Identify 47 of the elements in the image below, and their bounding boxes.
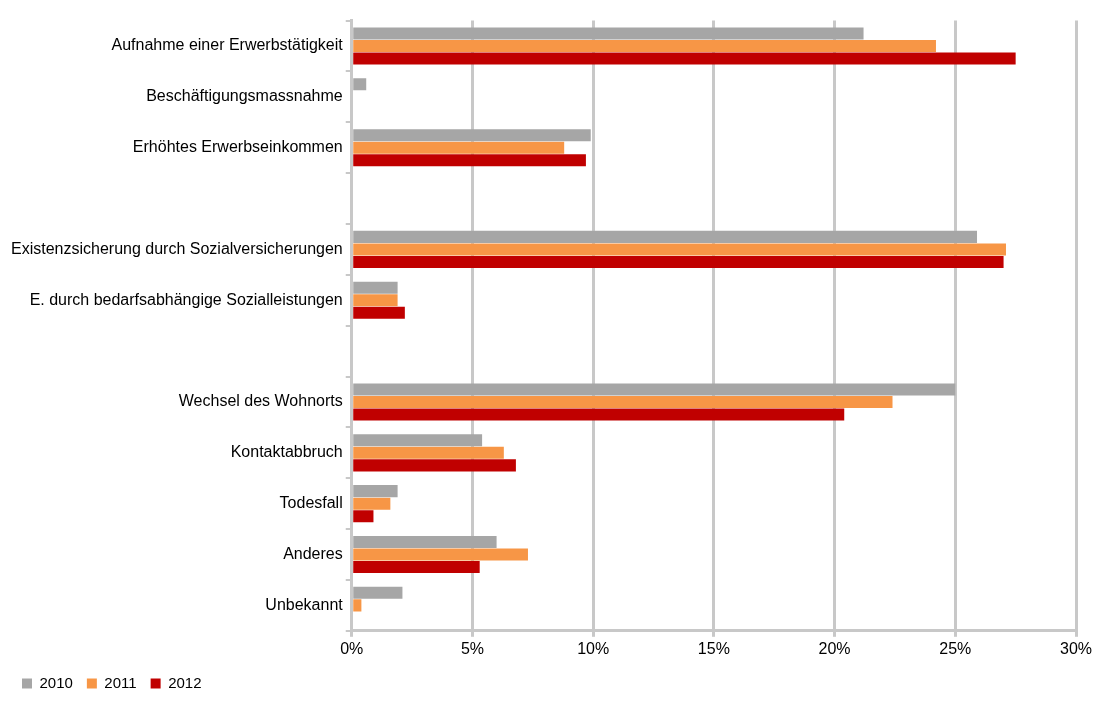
y-tick-label: Erhöhtes Erwerbseinkommen bbox=[132, 138, 343, 156]
y-tick-label: E. durch bedarfsabhängige Sozialleistungen bbox=[29, 290, 343, 308]
bar bbox=[353, 281, 398, 294]
y-tick-label: Wechsel des Wohnorts bbox=[178, 392, 343, 410]
bar bbox=[353, 154, 586, 167]
y-tick-label: Beschäftigungsmassnahme bbox=[146, 87, 343, 105]
bar bbox=[353, 510, 374, 523]
bar bbox=[353, 383, 956, 396]
bar bbox=[353, 230, 978, 243]
x-tick-label: 25% bbox=[939, 639, 972, 657]
bar bbox=[353, 40, 936, 53]
y-tick-label: Kontaktabbruch bbox=[230, 443, 343, 461]
bar bbox=[353, 535, 497, 548]
bar bbox=[353, 243, 1006, 256]
x-tick-label: 30% bbox=[1059, 639, 1093, 657]
x-tick-label: 10% bbox=[577, 639, 610, 657]
bar bbox=[353, 586, 403, 599]
legend-label: 2010 bbox=[39, 673, 73, 691]
x-tick-label: 5% bbox=[460, 639, 485, 657]
y-tick-label: Unbekannt bbox=[265, 595, 344, 613]
bar bbox=[353, 78, 367, 91]
bar bbox=[353, 255, 1004, 268]
bar bbox=[353, 52, 1016, 65]
bar bbox=[353, 497, 391, 510]
bar bbox=[353, 446, 504, 459]
legend-label: 2011 bbox=[104, 673, 137, 691]
y-tick-label: Aufnahme einer Erwerbstätigkeit bbox=[111, 36, 344, 54]
bar bbox=[353, 434, 483, 447]
bar bbox=[353, 27, 864, 40]
bar bbox=[353, 485, 398, 498]
x-tick-label: 20% bbox=[818, 639, 851, 657]
bar bbox=[353, 408, 845, 421]
bar bbox=[353, 294, 398, 307]
bar bbox=[353, 459, 516, 472]
legend-label: 2012 bbox=[168, 673, 202, 691]
bar bbox=[353, 599, 362, 612]
bar bbox=[353, 306, 405, 319]
y-tick-label: Existenzsicherung durch Sozialversicherungen bbox=[11, 239, 343, 257]
bar bbox=[353, 395, 893, 408]
x-tick-label: 15% bbox=[697, 639, 730, 657]
y-tick-label: Anderes bbox=[283, 544, 343, 562]
x-tick-label: 0% bbox=[340, 639, 364, 657]
bar bbox=[353, 141, 565, 154]
bar bbox=[353, 548, 528, 561]
bar bbox=[353, 561, 480, 574]
bar bbox=[353, 129, 591, 142]
y-tick-label: Todesfall bbox=[279, 494, 343, 512]
